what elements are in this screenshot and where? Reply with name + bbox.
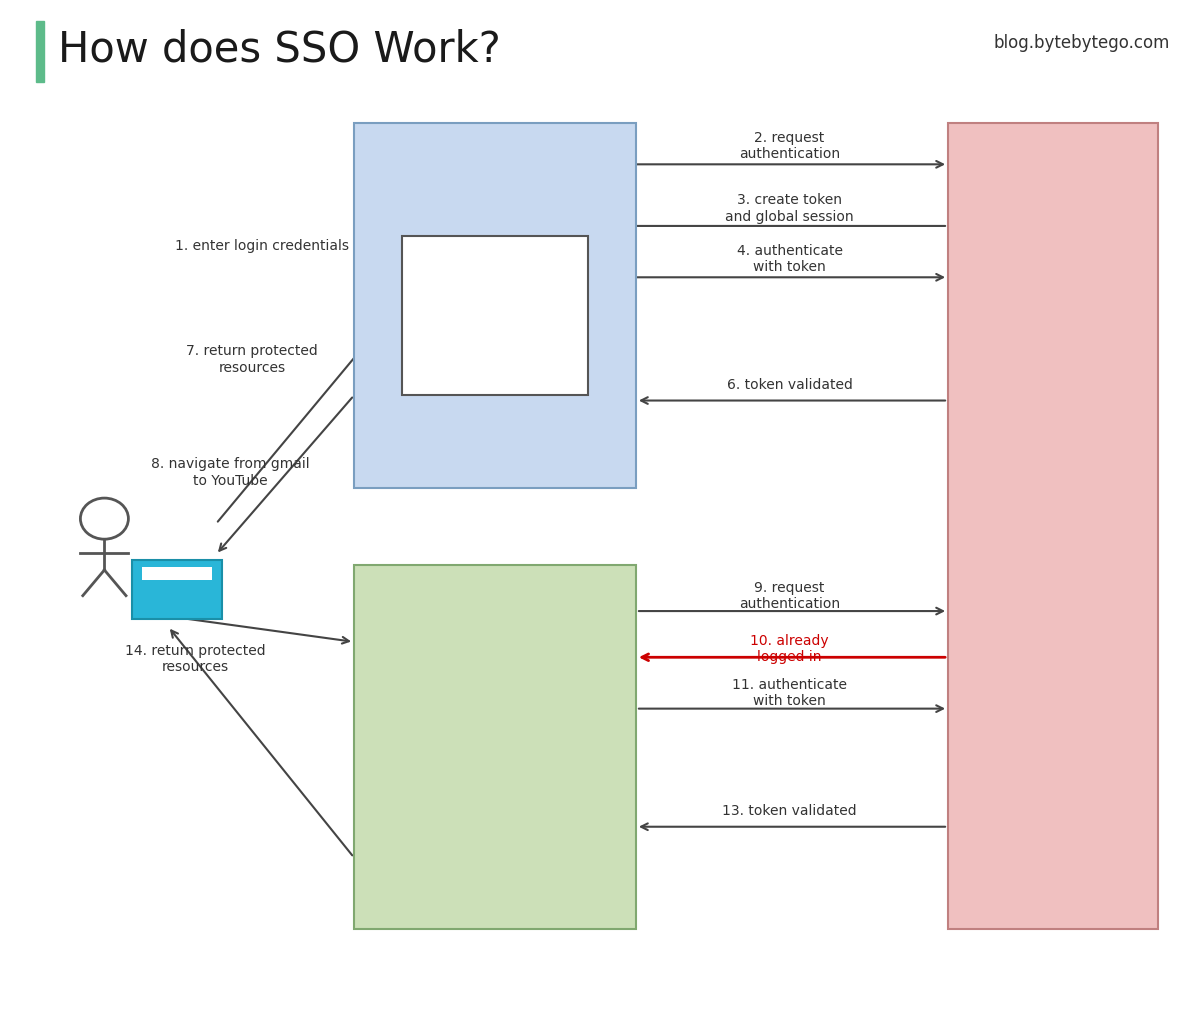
Text: 11. authenticate
with token: 11. authenticate with token (732, 678, 847, 709)
FancyBboxPatch shape (132, 560, 222, 619)
Text: 6. token validated: 6. token validated (727, 378, 852, 392)
Text: Domain 2: Domain 2 (458, 896, 532, 911)
Text: SSO
Authentication
Server: SSO Authentication Server (982, 495, 1124, 558)
Text: 13. token validated: 13. token validated (722, 804, 857, 819)
Text: 1. enter login credentials: 1. enter login credentials (175, 239, 349, 254)
Bar (36, 21, 44, 82)
Text: 2. request
authentication: 2. request authentication (739, 130, 840, 161)
Text: 9. request
authentication: 9. request authentication (739, 580, 840, 611)
FancyBboxPatch shape (354, 123, 636, 488)
FancyBboxPatch shape (354, 565, 636, 929)
Text: 12. register system
youtube: 12. register system youtube (989, 732, 1123, 763)
Text: YouTube: YouTube (458, 591, 532, 609)
Text: SSO Login
Page: SSO Login Page (450, 297, 540, 335)
Text: blog.bytebytego.com: blog.bytebytego.com (994, 34, 1170, 52)
FancyBboxPatch shape (142, 567, 212, 580)
FancyBboxPatch shape (948, 123, 1158, 929)
Text: 10. already
logged in: 10. already logged in (750, 634, 829, 664)
Text: GMail: GMail (469, 149, 521, 167)
Text: 14. return protected
resources: 14. return protected resources (125, 644, 266, 675)
Text: How does SSO Work?: How does SSO Work? (58, 29, 500, 70)
Text: 8. navigate from gmail
to YouTube: 8. navigate from gmail to YouTube (151, 457, 310, 488)
FancyBboxPatch shape (402, 236, 588, 395)
Text: 7. return protected
resources: 7. return protected resources (186, 344, 318, 375)
Text: 3. create token
and global session: 3. create token and global session (725, 193, 854, 224)
Text: 4. authenticate
with token: 4. authenticate with token (737, 243, 842, 274)
Text: 5. register system
gmail: 5. register system gmail (994, 301, 1118, 332)
Text: Domain 1: Domain 1 (458, 454, 532, 469)
